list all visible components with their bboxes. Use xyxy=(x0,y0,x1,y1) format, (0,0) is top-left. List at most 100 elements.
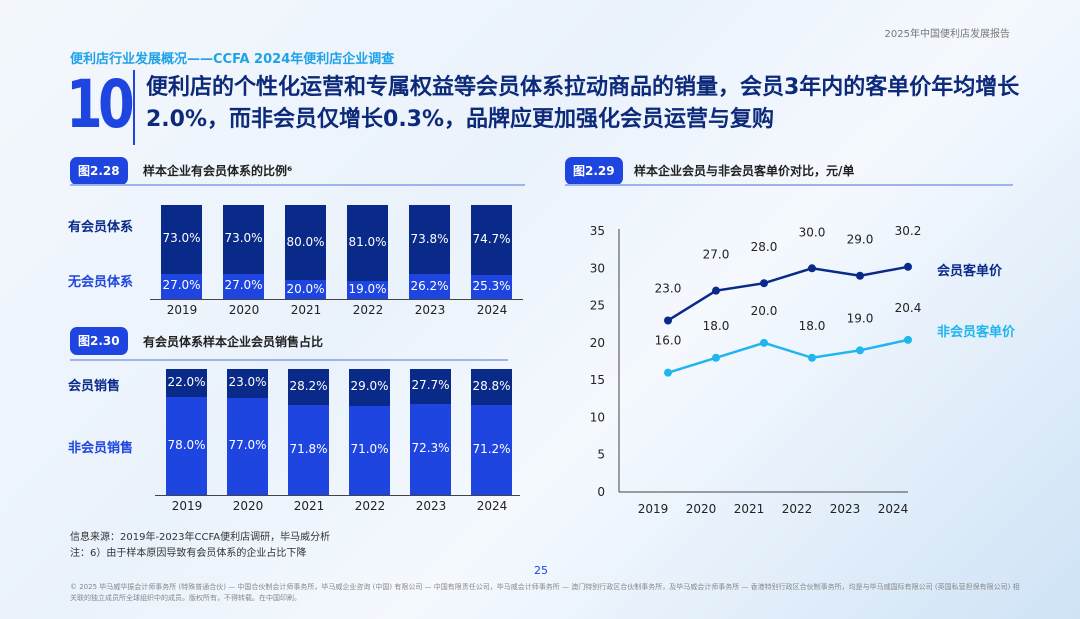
data-label: 74.7% xyxy=(472,232,511,247)
data-label: 81.0% xyxy=(348,235,387,250)
y-tick-label: 10 xyxy=(590,410,605,424)
data-label: 27.0% xyxy=(162,278,201,293)
data-label: 28.8% xyxy=(472,379,511,394)
data-label: 19.0% xyxy=(348,282,387,297)
bar-top-2024 xyxy=(471,369,512,406)
bar-top-2020 xyxy=(227,369,268,398)
data-label: 30.0 xyxy=(799,225,826,239)
legend-label: 非会员客单价 xyxy=(937,324,1016,340)
x-tick-label: 2022 xyxy=(354,499,386,513)
bar-bottom-2024 xyxy=(471,405,512,495)
headline: 便利店的个性化运营和专属权益等会员体系拉动商品的销量，会员3年内的客单价年均增长… xyxy=(146,75,1020,132)
x-tick-label: 2024 xyxy=(476,303,508,317)
bar-bottom-2019 xyxy=(166,396,207,495)
y-tick-label: 25 xyxy=(590,299,605,313)
data-label: 25.3% xyxy=(472,279,511,294)
data-label: 19.0 xyxy=(847,311,874,325)
data-label: 73.0% xyxy=(224,231,263,246)
fig-tag-228: 图2.28 xyxy=(70,157,128,185)
data-label: 18.0 xyxy=(703,319,730,333)
data-point xyxy=(712,353,720,362)
data-label: 29.0 xyxy=(847,233,874,247)
data-label: 27.0% xyxy=(224,278,263,293)
x-tick-label: 2020 xyxy=(232,499,264,513)
bar-top-2020 xyxy=(223,205,264,274)
y-tick-label: 15 xyxy=(590,373,605,387)
x-tick-label: 2021 xyxy=(293,499,325,513)
fig-tag-230: 图2.30 xyxy=(70,327,128,355)
data-label: 18.0 xyxy=(799,319,826,333)
data-label: 20.4 xyxy=(895,301,922,315)
x-tick-label: 2023 xyxy=(415,499,447,513)
data-point xyxy=(856,271,864,280)
legend-member-sales: 会员销售 xyxy=(68,379,121,394)
bar-bottom-2022 xyxy=(347,281,388,299)
rule xyxy=(70,184,525,186)
x-tick-label: 2019 xyxy=(171,499,203,513)
data-label: 23.0% xyxy=(228,375,267,390)
data-point xyxy=(856,346,864,355)
x-tick-label: 2022 xyxy=(782,502,813,516)
fig-title-228: 样本企业有会员体系的比例⁶ xyxy=(143,164,293,178)
bar-top-2021 xyxy=(288,369,329,405)
data-label: 73.0% xyxy=(162,231,201,246)
data-point xyxy=(712,286,720,295)
rule xyxy=(565,184,1013,186)
bar-bottom-2020 xyxy=(223,273,264,299)
data-label: 30.2 xyxy=(895,224,922,238)
bar-bottom-2021 xyxy=(285,280,326,299)
data-point xyxy=(904,262,912,271)
data-label: 29.0% xyxy=(350,379,389,394)
x-tick-label: 2023 xyxy=(414,303,446,317)
data-label: 26.2% xyxy=(410,278,449,293)
data-label: 80.0% xyxy=(286,234,325,249)
source-note: 信息来源：2019年-2023年CCFA便利店调研，毕马威分析 xyxy=(70,532,331,543)
section-title: 便利店行业发展概况——CCFA 2024年便利店企业调查 xyxy=(70,52,395,67)
data-label: 23.0 xyxy=(655,281,682,295)
fig-title-230: 有会员体系样本企业会员销售占比 xyxy=(143,335,324,349)
x-tick-label: 2024 xyxy=(476,499,508,513)
data-point xyxy=(760,279,768,288)
data-label: 71.2% xyxy=(472,442,511,457)
bar-bottom-2020 xyxy=(227,397,268,495)
data-label: 22.0% xyxy=(167,374,206,389)
legend-no-member: 无会员体系 xyxy=(68,275,134,290)
legend-nonmember-sales: 非会员销售 xyxy=(68,441,134,456)
data-label: 20.0 xyxy=(751,304,778,318)
slide-number: 10 xyxy=(66,66,135,143)
x-tick-label: 2020 xyxy=(228,303,260,317)
data-point xyxy=(808,353,816,362)
data-point xyxy=(808,264,816,273)
data-label: 72.3% xyxy=(411,441,450,456)
series-line-1 xyxy=(667,338,909,374)
x-tick-label: 2021 xyxy=(290,303,322,317)
series-line-0 xyxy=(667,265,909,322)
y-tick-label: 5 xyxy=(597,448,605,462)
data-label: 28.2% xyxy=(289,378,328,393)
bar-top-2022 xyxy=(347,205,388,282)
data-label: 73.8% xyxy=(410,231,449,246)
bar-top-2023 xyxy=(410,369,451,404)
data-label: 71.8% xyxy=(289,441,328,456)
bar-top-2023 xyxy=(409,205,450,275)
y-tick-label: 35 xyxy=(590,224,605,238)
data-label: 16.0 xyxy=(655,334,682,348)
data-label: 28.0 xyxy=(751,240,778,254)
divider xyxy=(133,70,135,145)
x-tick-label: 2019 xyxy=(638,502,669,516)
x-tick-label: 2024 xyxy=(878,502,909,516)
bar-top-2021 xyxy=(285,205,326,281)
bar-top-2019 xyxy=(166,369,207,397)
data-label: 20.0% xyxy=(286,281,325,296)
legend-label: 会员客单价 xyxy=(937,263,1003,279)
report-title: 2025年中国便利店发展报告 xyxy=(884,29,1010,40)
bar-bottom-2021 xyxy=(288,404,329,495)
data-label: 77.0% xyxy=(228,438,267,453)
data-point xyxy=(904,335,912,344)
data-label: 78.0% xyxy=(167,437,206,452)
legend-has-member: 有会员体系 xyxy=(68,220,134,235)
fig-tag-229: 图2.29 xyxy=(565,157,623,185)
data-point xyxy=(664,316,672,325)
bar-bottom-2023 xyxy=(409,274,450,299)
